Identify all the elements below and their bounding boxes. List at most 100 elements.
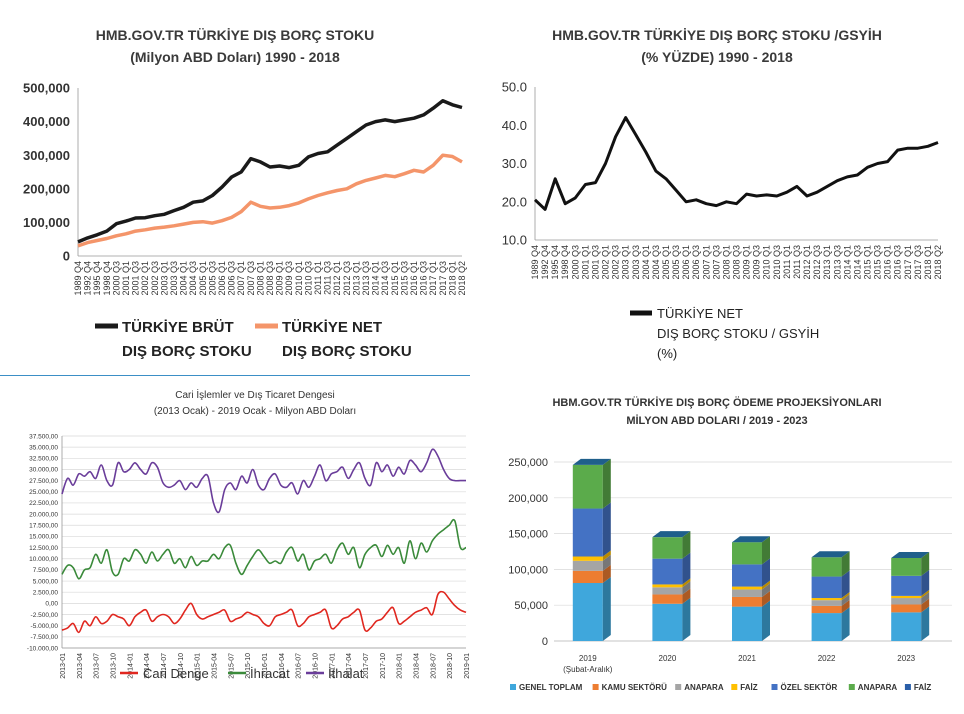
x-tick-label: 2017 Q1 (428, 261, 438, 296)
x-tick-label: 2021 (738, 654, 756, 663)
bar-segment (891, 612, 922, 641)
x-tick-label: 2007 Q3 (246, 261, 256, 296)
x-tick-label: 2007 Q1 (701, 245, 711, 280)
bar-segment (891, 575, 922, 596)
legend-label-net-1: TÜRKİYE NET (282, 319, 382, 336)
y-tick-label: 35.000,00 (29, 444, 58, 451)
bar-segment-side (921, 606, 930, 641)
x-tick-label: 2016-04 (279, 653, 286, 679)
x-tick-label: 2016-07 (296, 653, 303, 679)
x-tick-label: 2001 Q1 (121, 261, 131, 296)
x-tick-label: 2007 Q3 (711, 245, 721, 280)
bar-segment (891, 604, 922, 613)
bar-segment-side (762, 558, 770, 587)
x-tick-label: 2001 Q1 (580, 245, 590, 280)
chart-current-account: Cari İşlemler ve Dış Ticaret Dengesi (20… (0, 372, 482, 714)
x-tick-label: 2006 Q3 (227, 261, 237, 296)
bar-segment-side (762, 600, 770, 641)
bar-top (652, 531, 691, 538)
panel-divider (0, 375, 470, 376)
legend-label-gdp-2: DIŞ BORÇ STOKU / GSYİH (657, 326, 819, 341)
y-tick-label: 0 (542, 636, 548, 648)
series-line-0 (533, 116, 939, 211)
chart-3-canvas: Cari İşlemler ve Dış Ticaret Dengesi (20… (27, 388, 471, 681)
x-tick-label: 2015-01 (195, 653, 202, 679)
y-tick-label: -10.000,00 (27, 645, 58, 652)
x-tick-label: 2013 Q1 (351, 261, 361, 296)
legend-label: ANAPARA (858, 683, 898, 692)
x-tick-label: 2013 Q3 (361, 261, 371, 296)
legend-label: ANAPARA (684, 683, 724, 692)
x-tick-label: 2013 Q1 (822, 245, 832, 280)
x-tick-label: 2007 Q1 (236, 261, 246, 296)
bar-segment-side (762, 583, 770, 597)
x-tick-label: 2017 Q1 (903, 245, 913, 280)
x-tick-label: 2016 Q3 (419, 261, 429, 296)
x-tick-label: 2018 Q1 (447, 261, 457, 296)
y-tick-label: 0,00 (45, 601, 58, 608)
bar-segment-side (682, 552, 691, 585)
x-tick-label: 2018 Q2 (933, 245, 943, 280)
x-tick-label: 2023 (897, 654, 915, 663)
y-tick-label: 400,000 (23, 114, 70, 129)
bar-segment (811, 576, 842, 599)
x-tick-label: 2017-07 (363, 653, 370, 679)
legend-label-brut-2: DIŞ BORÇ STOKU (122, 343, 252, 360)
series-line-2 (61, 448, 466, 514)
bar-segment-side (682, 578, 691, 588)
x-tick-label: 2008 Q3 (265, 261, 275, 296)
bar-segment (811, 613, 842, 641)
bar-segment-side (921, 592, 930, 605)
x-tick-label: 2000 Q3 (111, 261, 121, 296)
x-tick-label: 1989 Q4 (530, 245, 540, 280)
x-tick-label: 2015-10 (245, 653, 252, 679)
legend-label: FAİZ (914, 683, 931, 692)
x-tick-label: 2013-10 (111, 653, 118, 679)
legend-swatch (592, 684, 599, 690)
x-tick-label: 2013-07 (94, 653, 101, 679)
bar-segment (572, 464, 603, 509)
x-tick-label: 2013 Q3 (832, 245, 842, 280)
bar-segment-side (602, 577, 611, 641)
x-tick-label: 2014 Q3 (380, 261, 390, 296)
x-tick-label: 2015 Q1 (390, 261, 400, 296)
x-tick-label: 2011 Q1 (782, 245, 792, 279)
y-tick-label: 30.0 (502, 156, 527, 171)
y-tick-label: 100,000 (508, 564, 548, 576)
chart-3-title: Cari İşlemler ve Dış Ticaret Dengesi (175, 388, 335, 401)
x-tick-label: 2003 Q1 (159, 261, 169, 296)
x-tick-label: 1998 Q4 (102, 261, 112, 296)
x-tick-label: 2008 Q3 (732, 245, 742, 280)
bar-segment (732, 589, 762, 597)
bar-segment-side (841, 592, 850, 601)
legend-label: FAİZ (740, 683, 757, 692)
x-tick-label: 2002 Q1 (601, 245, 611, 280)
x-tick-label: 2015 Q3 (873, 245, 883, 280)
y-tick-label: 7.500,00 (33, 567, 59, 574)
bar-segment (732, 542, 762, 565)
chart-3-legend: Cari Denge İhracat İthalat (120, 666, 364, 681)
x-tick-label: 2010 Q3 (303, 261, 313, 296)
x-tick-label: 2006 Q1 (681, 245, 691, 280)
x-tick-label: 2000 Q3 (570, 245, 580, 280)
legend-label: KAMU SEKTÖRÜ (602, 683, 668, 692)
y-tick-label: 20.0 (502, 194, 527, 209)
bar-segment (732, 606, 762, 641)
bar-segment (572, 508, 603, 557)
x-tick-label: 2011 Q1 (313, 261, 323, 295)
x-tick-label: 2005 Q3 (671, 245, 681, 280)
x-tick-label: 2015 Q1 (862, 245, 872, 280)
bar-segment (811, 600, 842, 606)
y-tick-label: 200,000 (508, 493, 548, 505)
bar-segment-side (682, 531, 691, 559)
x-tick-label: 1995 Q4 (92, 261, 102, 296)
x-tick-label: 2005 Q3 (207, 261, 217, 296)
x-tick-label: 1992 Q4 (540, 245, 550, 280)
y-tick-label: 32.500,00 (29, 456, 58, 463)
x-tick-label: 2014 Q1 (842, 245, 852, 280)
bar-segment-side (682, 597, 691, 641)
bar-top (891, 551, 930, 558)
x-tick-label: 2016 Q1 (883, 245, 893, 280)
x-tick-label: 2014-01 (127, 653, 134, 679)
x-tick-label: 2002 Q1 (140, 261, 150, 296)
